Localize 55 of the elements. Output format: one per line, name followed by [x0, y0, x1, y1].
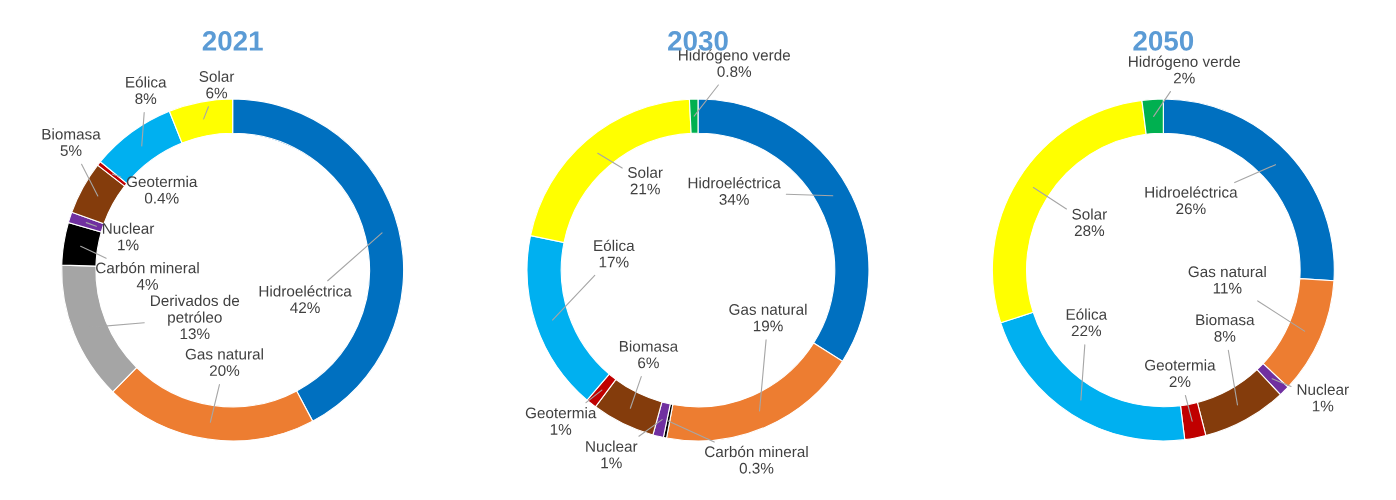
chart-title: 2030 [668, 31, 728, 51]
slice-label: Biomasa [1196, 314, 1255, 326]
data-label: 19% [753, 320, 783, 332]
slice-label: Geotermia [1145, 359, 1216, 371]
slice-label: Hidrógeno verde [1129, 55, 1241, 71]
slice-label: Hidrógeno verde [679, 49, 791, 64]
data-label: 8% [135, 93, 157, 105]
data-label: 34% [719, 194, 749, 205]
slice-label: Hidroeléctrica [1145, 186, 1238, 198]
data-label: 0.3% [739, 462, 774, 474]
data-label: 1% [118, 239, 139, 251]
data-label: 26% [1176, 203, 1206, 215]
data-label: 42% [290, 302, 320, 313]
slice-label: Nuclear [1297, 383, 1349, 395]
data-label: 11% [1213, 282, 1242, 294]
data-label: 6% [638, 357, 659, 369]
slice-label: Biomasa [42, 128, 101, 140]
data-label: 0.8% [717, 66, 752, 77]
data-label: 1% [1312, 400, 1334, 412]
data-label: 4% [136, 279, 158, 290]
slice-label: Carbón mineral [96, 261, 199, 274]
chart-title: 2050 [1133, 31, 1194, 51]
data-label: 0.4% [144, 192, 179, 204]
slice-label: Gas natural [185, 348, 263, 360]
slice-label: Solar [628, 166, 663, 178]
data-label: 5% [60, 145, 82, 157]
slice-label: Solar [1072, 208, 1107, 220]
data-label: 2% [1173, 72, 1195, 84]
slice-label: Geotermia [126, 175, 198, 188]
data-label: 17% [599, 256, 629, 268]
slice-label: Eólica [594, 239, 635, 252]
slice-label: Hidroeléctrica [259, 285, 352, 297]
data-label: 20% [209, 365, 240, 377]
slice-label: Hidroeléctrica [688, 176, 781, 189]
slice-label: Eólica [1066, 308, 1108, 320]
slice-label: Nuclear [586, 440, 638, 452]
slice-label: Gas natural [1188, 265, 1266, 278]
data-label: 2% [1169, 376, 1191, 387]
data-label: 21% [630, 183, 660, 195]
data-label: 8% [1214, 330, 1236, 342]
data-label: 1% [550, 424, 572, 435]
data-label: 28% [1074, 225, 1105, 237]
data-label: 1% [601, 457, 622, 469]
slice-label: Biomasa [619, 340, 679, 352]
data-label: 6% [206, 87, 228, 99]
data-label: 13% [180, 328, 210, 340]
slice-label: Nuclear [102, 222, 155, 234]
slice-label: Gas natural [729, 303, 807, 315]
chart-title: 2021 [202, 31, 263, 51]
slice-label: Solar [199, 70, 235, 82]
slice-label: Carbón mineral [705, 445, 808, 458]
slice-label: Geotermia [525, 407, 597, 419]
slice-label: Eólica [126, 76, 167, 88]
data-label: 22% [1071, 325, 1102, 337]
slice-label: Derivados de petróleo [151, 294, 240, 326]
